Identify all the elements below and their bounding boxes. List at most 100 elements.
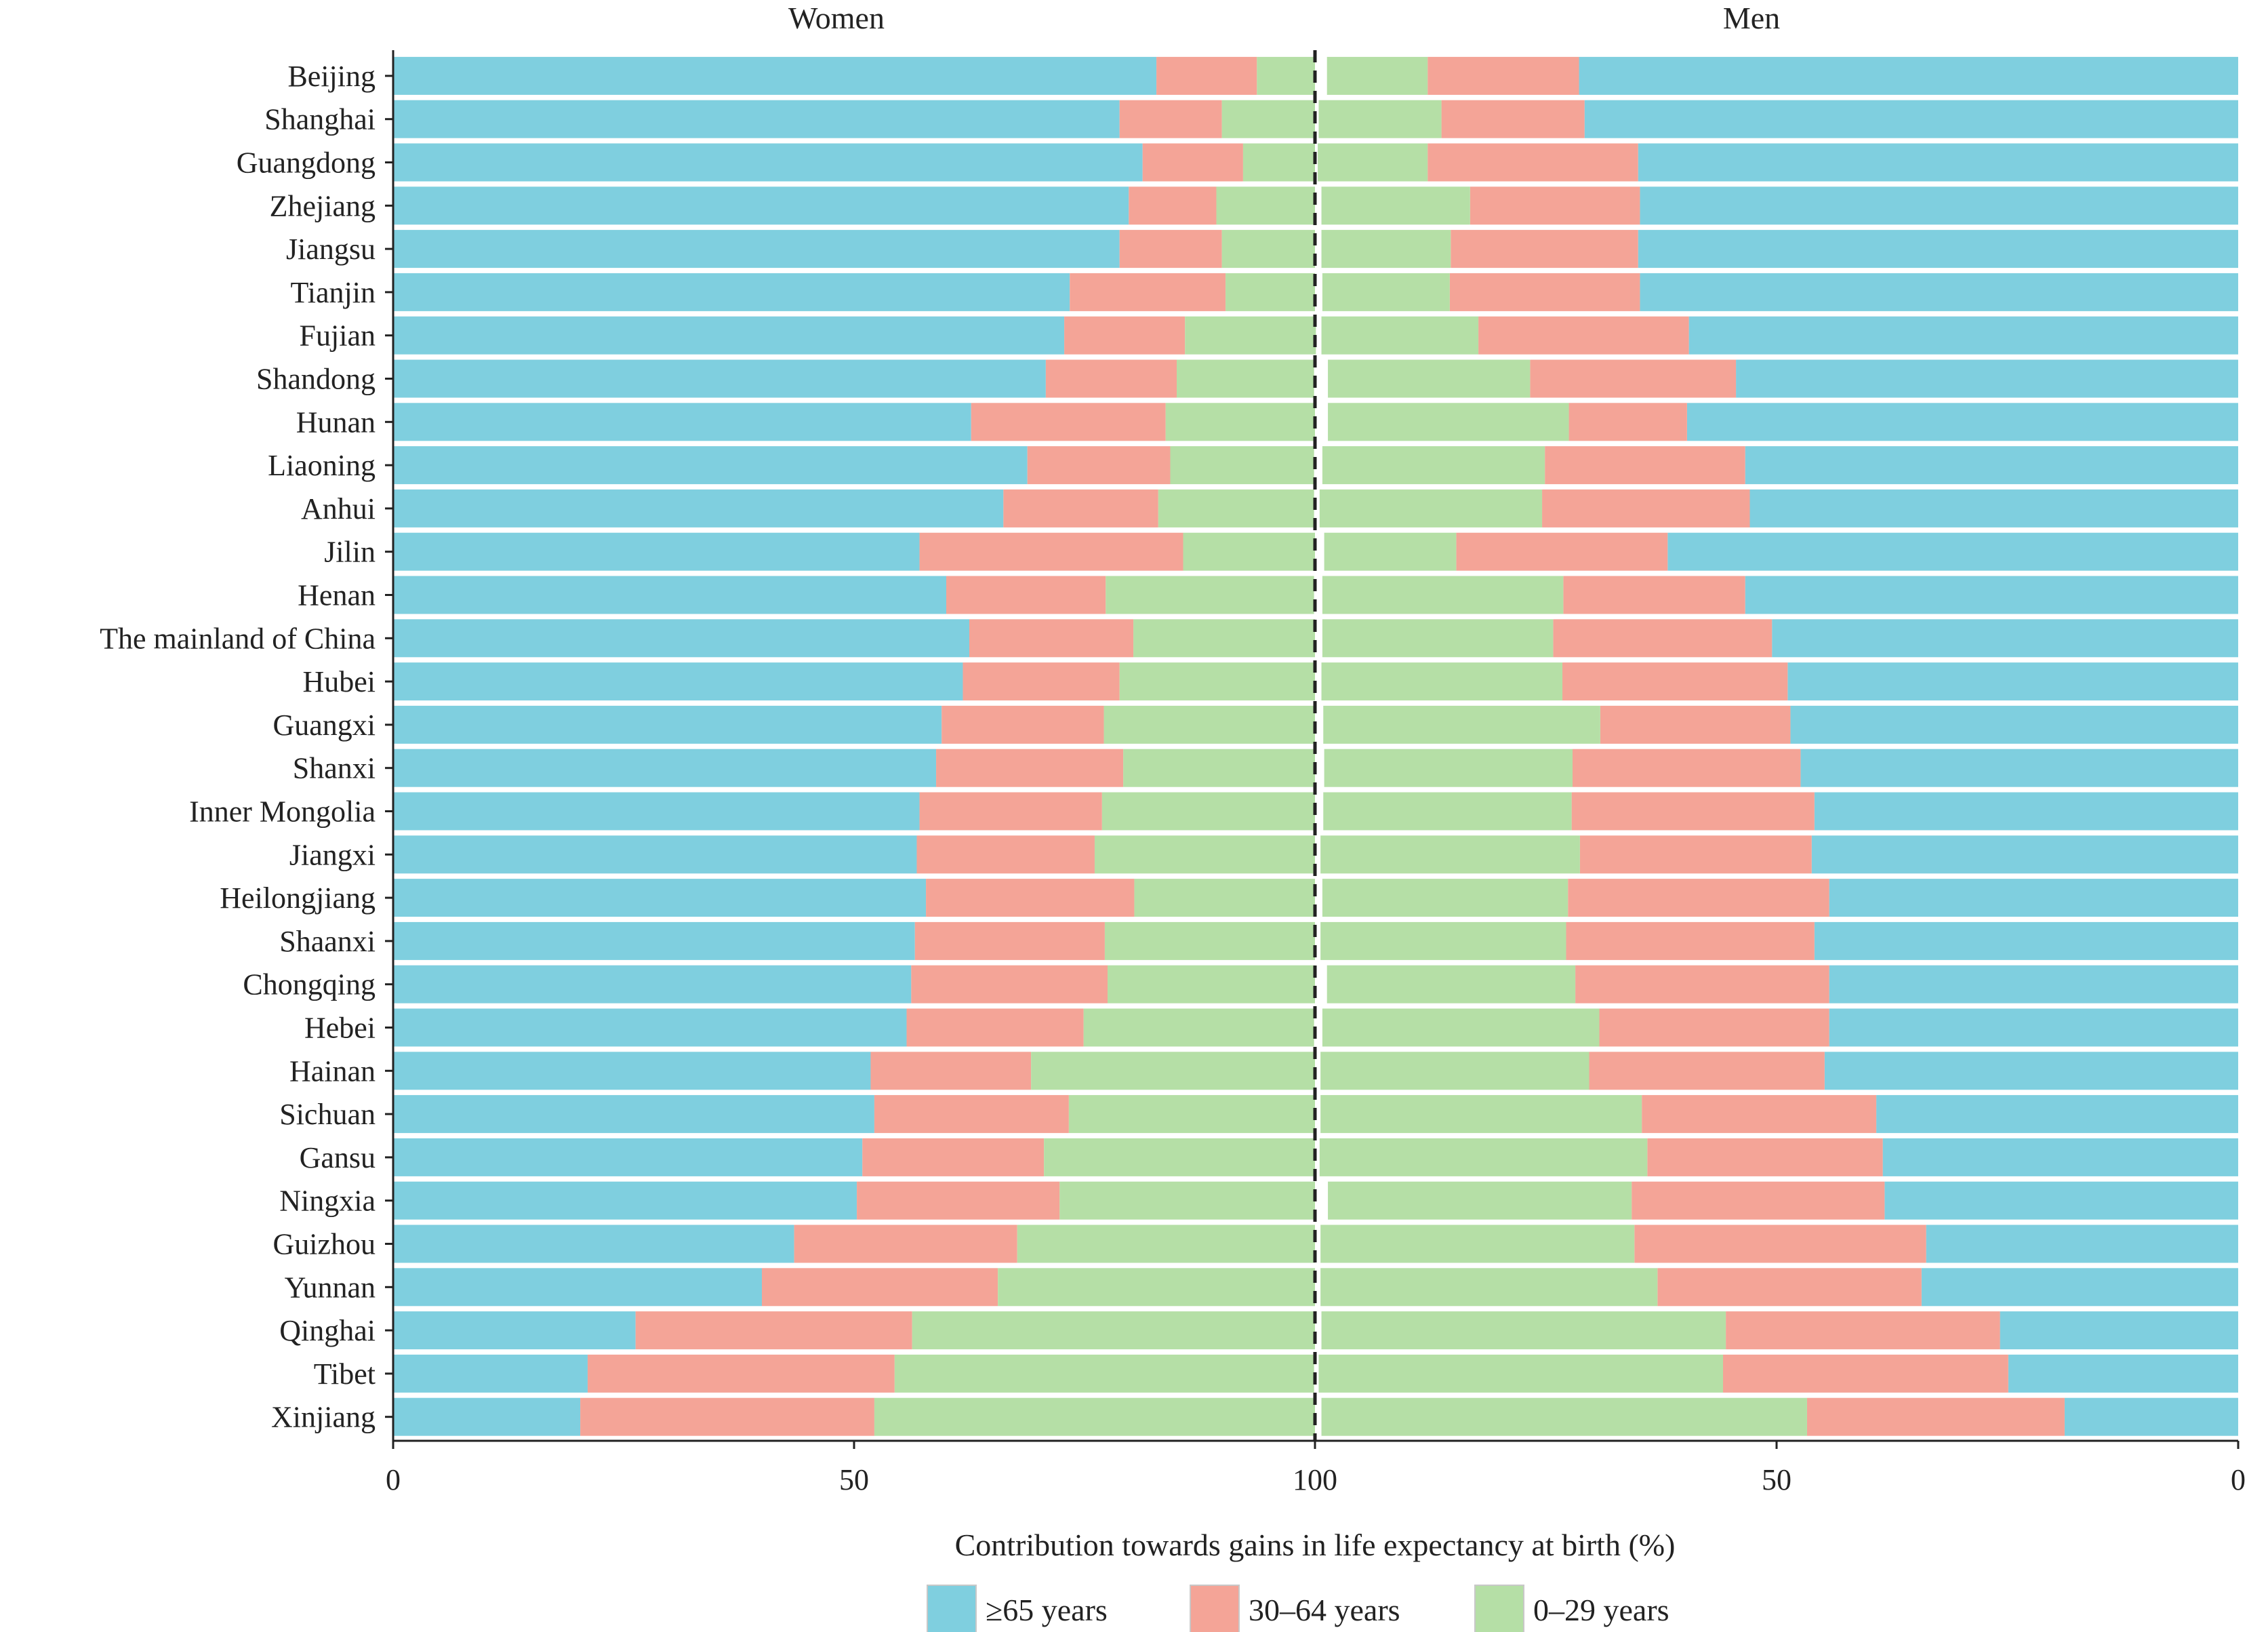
bar-women-a30_64-shandong — [1045, 359, 1177, 398]
bar-men-ge65-the-mainland-of-china — [1772, 619, 2238, 658]
bar-women-a30_64-tibet — [587, 1354, 895, 1393]
bar-women-a30_64-jilin — [919, 532, 1183, 571]
bar-men-ge65-henan — [1745, 576, 2238, 614]
bar-women-a0_29-tianjin — [1226, 273, 1315, 311]
bar-women-a0_29-guangdong — [1242, 143, 1315, 182]
region-label-beijing: Beijing — [287, 60, 376, 93]
bar-men-a30_64-heilongjiang — [1568, 879, 1829, 917]
bar-women-ge65-shandong — [393, 359, 1046, 398]
bar-women-a30_64-heilongjiang — [926, 879, 1135, 917]
bar-women-a30_64-guangxi — [941, 705, 1104, 744]
bar-women-a0_29-fujian — [1185, 316, 1316, 355]
region-label-heilongjiang: Heilongjiang — [220, 881, 376, 915]
bar-women-a0_29-the-mainland-of-china — [1133, 619, 1315, 658]
bar-women-ge65-tianjin — [393, 273, 1070, 311]
bar-women-ge65-shanghai — [393, 100, 1120, 138]
bar-men-a30_64-tianjin — [1449, 273, 1640, 311]
bar-women-ge65-guizhou — [393, 1225, 794, 1263]
bar-women-a30_64-gansu — [862, 1138, 1045, 1176]
legend-label-a30_64: 30–64 years — [1249, 1593, 1400, 1627]
bar-men-ge65-shaanxi — [1814, 921, 2238, 960]
bar-women-ge65-chongqing — [393, 965, 912, 1003]
bar-women-a30_64-shanxi — [936, 749, 1124, 787]
bar-men-a0_29-inner-mongolia — [1323, 792, 1572, 831]
bar-women-ge65-beijing — [393, 56, 1157, 95]
bar-men-a30_64-jiangsu — [1451, 230, 1638, 268]
bar-men-ge65-shanghai — [1584, 100, 2238, 138]
bar-men-ge65-inner-mongolia — [1814, 792, 2238, 831]
bar-men-ge65-shandong — [1736, 359, 2238, 398]
bar-women-a0_29-zhejiang — [1216, 186, 1315, 225]
bar-men-a0_29-heilongjiang — [1322, 879, 1568, 917]
region-label-hubei: Hubei — [302, 665, 376, 698]
bar-men-a0_29-hebei — [1322, 1008, 1600, 1047]
bar-men-a30_64-fujian — [1478, 316, 1689, 355]
bar-women-a30_64-qinghai — [635, 1311, 912, 1350]
bar-men-ge65-hebei — [1829, 1008, 2238, 1047]
bar-women-a30_64-chongqing — [911, 965, 1108, 1003]
region-label-hainan: Hainan — [289, 1054, 376, 1088]
bar-men-a0_29-the-mainland-of-china — [1322, 619, 1554, 658]
bar-men-a0_29-guangdong — [1318, 143, 1428, 182]
bar-women-a0_29-hainan — [1031, 1052, 1315, 1090]
bar-men-a0_29-jiangsu — [1321, 230, 1451, 268]
bar-women-a0_29-qinghai — [912, 1311, 1315, 1350]
bar-women-ge65-jilin — [393, 532, 920, 571]
bar-men-a30_64-gansu — [1647, 1138, 1883, 1176]
bar-men-ge65-jiangxi — [1811, 835, 2238, 874]
region-label-inner-mongolia: Inner Mongolia — [189, 795, 376, 829]
bar-women-ge65-shanxi — [393, 749, 937, 787]
bar-women-ge65-xinjiang — [393, 1397, 581, 1436]
bar-men-a30_64-shaanxi — [1566, 921, 1815, 960]
bar-women-a0_29-jiangsu — [1221, 230, 1315, 268]
bar-men-ge65-heilongjiang — [1829, 879, 2238, 917]
bar-men-a0_29-shanxi — [1324, 749, 1573, 787]
bar-women-ge65-hubei — [393, 662, 963, 701]
bar-men-ge65-xinjiang — [2064, 1397, 2238, 1436]
bar-men-a0_29-shaanxi — [1320, 921, 1566, 960]
bar-women-a0_29-xinjiang — [874, 1397, 1315, 1436]
region-label-the-mainland-of-china: The mainland of China — [100, 622, 376, 655]
legend-swatch-a30_64 — [1190, 1585, 1240, 1632]
bar-women-ge65-qinghai — [393, 1311, 636, 1350]
bar-men-a0_29-fujian — [1321, 316, 1479, 355]
bar-men-a30_64-hainan — [1589, 1052, 1825, 1090]
bar-men-a30_64-liaoning — [1545, 446, 1745, 485]
bar-men-a30_64-guizhou — [1634, 1225, 1926, 1263]
panel-label-men: Men — [1723, 1, 1780, 35]
bar-men-ge65-fujian — [1688, 316, 2238, 355]
bar-women-ge65-shaanxi — [393, 921, 915, 960]
bar-men-a0_29-beijing — [1327, 56, 1428, 95]
panel-label-women: Women — [788, 1, 885, 35]
bar-women-a30_64-yunnan — [762, 1268, 998, 1307]
bar-women-a0_29-shanxi — [1123, 749, 1315, 787]
bar-men-ge65-hubei — [1787, 662, 2238, 701]
bar-men-a30_64-henan — [1563, 576, 1745, 614]
bar-women-a0_29-liaoning — [1170, 446, 1314, 485]
bar-men-ge65-yunnan — [1921, 1268, 2238, 1307]
bar-women-a0_29-ningxia — [1059, 1181, 1315, 1220]
bar-men-a0_29-ningxia — [1328, 1181, 1632, 1220]
legend-swatch-ge65 — [927, 1585, 977, 1632]
region-label-shandong: Shandong — [256, 363, 376, 396]
bar-women-a30_64-hebei — [906, 1008, 1084, 1047]
bar-women-ge65-zhejiang — [393, 186, 1129, 225]
bar-men-a30_64-zhejiang — [1470, 186, 1640, 225]
bar-women-a0_29-jilin — [1183, 532, 1315, 571]
bar-men-ge65-liaoning — [1745, 446, 2238, 485]
region-label-shanghai: Shanghai — [264, 103, 376, 136]
bar-women-a30_64-jiangxi — [916, 835, 1095, 874]
bar-women-a0_29-jiangxi — [1094, 835, 1315, 874]
bar-women-a0_29-heilongjiang — [1134, 879, 1315, 917]
bar-women-a0_29-guangxi — [1103, 705, 1315, 744]
bar-men-a30_64-shandong — [1530, 359, 1737, 398]
bar-women-a30_64-fujian — [1064, 316, 1186, 355]
bar-men-ge65-guangxi — [1790, 705, 2238, 744]
bar-men-a0_29-xinjiang — [1321, 1397, 1807, 1436]
region-label-henan: Henan — [298, 579, 376, 612]
bar-women-a30_64-guangdong — [1142, 143, 1243, 182]
bar-men-ge65-guangdong — [1638, 143, 2238, 182]
x-axis-title: Contribution towards gains in life expec… — [955, 1528, 1676, 1562]
bar-men-ge65-sichuan — [1876, 1095, 2238, 1134]
bar-men-a0_29-shanghai — [1318, 100, 1442, 138]
